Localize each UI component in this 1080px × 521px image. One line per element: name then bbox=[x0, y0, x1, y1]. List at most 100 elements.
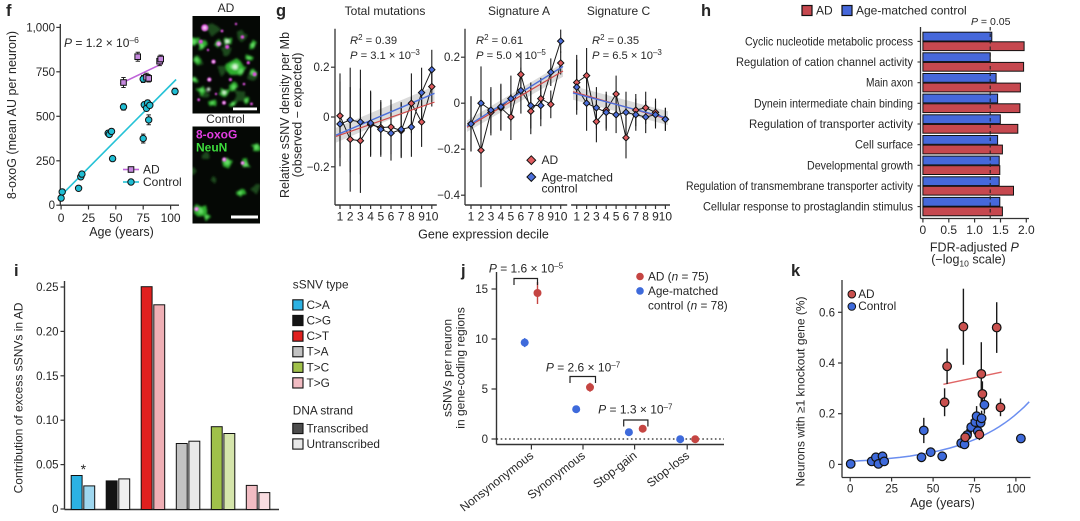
svg-text:100: 100 bbox=[1006, 483, 1025, 495]
svg-text:8-oxoG: 8-oxoG bbox=[196, 128, 237, 142]
svg-text:FDR-adjusted P: FDR-adjusted P bbox=[930, 241, 1020, 255]
svg-text:1.5: 1.5 bbox=[992, 223, 1009, 237]
svg-text:in gene-coding regions: in gene-coding regions bbox=[454, 307, 468, 428]
svg-text:4: 4 bbox=[367, 210, 374, 224]
svg-text:Age-matched control: Age-matched control bbox=[856, 4, 967, 18]
svg-text:NeuN: NeuN bbox=[196, 141, 227, 155]
svg-text:T>G: T>G bbox=[307, 376, 330, 390]
svg-text:7: 7 bbox=[632, 210, 639, 224]
svg-text:*: * bbox=[81, 461, 87, 477]
svg-text:Cyclic nucleotide metabolic pr: Cyclic nucleotide metabolic process bbox=[745, 34, 913, 48]
svg-text:250: 250 bbox=[36, 156, 55, 168]
svg-text:Stop-loss: Stop-loss bbox=[644, 448, 692, 490]
svg-text:3: 3 bbox=[488, 210, 495, 224]
svg-text:2: 2 bbox=[347, 210, 354, 224]
svg-text:f: f bbox=[6, 2, 12, 20]
svg-text:control: control bbox=[542, 182, 578, 196]
svg-text:−0.2: −0.2 bbox=[307, 162, 330, 174]
svg-text:k: k bbox=[791, 262, 801, 280]
svg-text:Contribution of excess sSNVs i: Contribution of excess sSNVs in AD bbox=[12, 302, 26, 493]
svg-text:0.5: 0.5 bbox=[940, 223, 957, 237]
svg-text:Main axon: Main axon bbox=[866, 76, 913, 90]
svg-text:2: 2 bbox=[478, 210, 485, 224]
svg-text:0.2: 0.2 bbox=[314, 62, 330, 74]
svg-text:9: 9 bbox=[547, 210, 554, 224]
svg-text:Age-matched: Age-matched bbox=[542, 170, 613, 184]
svg-text:6: 6 bbox=[388, 210, 395, 224]
svg-text:AD: AD bbox=[858, 287, 874, 301]
svg-text:T>C: T>C bbox=[307, 360, 330, 374]
svg-text:P = 5.0 × 10–5: P = 5.0 × 10–5 bbox=[476, 48, 546, 62]
svg-text:j: j bbox=[460, 262, 466, 280]
svg-text:3: 3 bbox=[593, 210, 600, 224]
svg-text:sSNVs per neuron: sSNVs per neuron bbox=[441, 319, 455, 417]
svg-text:4: 4 bbox=[498, 210, 505, 224]
svg-text:25: 25 bbox=[82, 211, 96, 225]
svg-text:P = 3.1 × 10–3: P = 3.1 × 10–3 bbox=[350, 48, 420, 62]
svg-text:2: 2 bbox=[583, 210, 590, 224]
svg-text:R2 = 0.35: R2 = 0.35 bbox=[592, 33, 639, 47]
svg-text:100: 100 bbox=[161, 211, 181, 225]
svg-text:Regulation of transporter acti: Regulation of transporter activity bbox=[749, 117, 913, 131]
svg-text:750: 750 bbox=[36, 67, 55, 79]
svg-text:7: 7 bbox=[398, 210, 405, 224]
svg-text:0: 0 bbox=[58, 211, 65, 225]
svg-text:8-oxoG (mean AU per neuron): 8-oxoG (mean AU per neuron) bbox=[5, 31, 19, 199]
svg-text:Control: Control bbox=[858, 299, 896, 313]
svg-text:1,000: 1,000 bbox=[26, 22, 55, 34]
svg-text:0: 0 bbox=[829, 459, 835, 471]
svg-text:8: 8 bbox=[642, 210, 649, 224]
svg-text:10: 10 bbox=[554, 210, 568, 224]
svg-text:6: 6 bbox=[623, 210, 630, 224]
svg-text:T>A: T>A bbox=[307, 345, 329, 359]
svg-text:25: 25 bbox=[885, 483, 898, 495]
svg-text:10: 10 bbox=[659, 210, 673, 224]
svg-text:−0.2: −0.2 bbox=[437, 144, 460, 156]
svg-text:Cellular response to prostagla: Cellular response to prostaglandin stimu… bbox=[703, 200, 913, 214]
svg-text:Cell surface: Cell surface bbox=[855, 138, 913, 152]
svg-text:0.25: 0.25 bbox=[36, 282, 58, 294]
svg-text:Age (years): Age (years) bbox=[910, 496, 975, 510]
svg-text:0.10: 0.10 bbox=[36, 415, 58, 427]
svg-text:Gene expression decile: Gene expression decile bbox=[418, 228, 549, 242]
svg-text:Regulation of cation channel a: Regulation of cation channel activity bbox=[736, 55, 913, 69]
svg-text:Control: Control bbox=[206, 112, 245, 126]
svg-text:8: 8 bbox=[537, 210, 544, 224]
svg-text:5: 5 bbox=[482, 384, 488, 396]
svg-text:75: 75 bbox=[137, 211, 151, 225]
svg-text:10: 10 bbox=[425, 210, 439, 224]
svg-text:1: 1 bbox=[468, 210, 475, 224]
svg-text:1: 1 bbox=[573, 210, 580, 224]
svg-text:C>G: C>G bbox=[307, 314, 332, 328]
svg-text:−0.4: −0.4 bbox=[437, 190, 460, 202]
svg-text:Transcribed: Transcribed bbox=[307, 422, 369, 436]
svg-text:(−log10 scale): (−log10 scale) bbox=[931, 253, 1005, 269]
svg-text:0.6: 0.6 bbox=[819, 307, 835, 319]
svg-text:1.0: 1.0 bbox=[966, 223, 983, 237]
svg-text:5: 5 bbox=[377, 210, 384, 224]
svg-text:Signature C: Signature C bbox=[587, 4, 651, 18]
svg-text:sSNV type: sSNV type bbox=[293, 277, 349, 291]
svg-text:9: 9 bbox=[652, 210, 659, 224]
svg-text:Relative sSNV density per Mb: Relative sSNV density per Mb bbox=[278, 32, 292, 198]
svg-text:Age-matched: Age-matched bbox=[648, 284, 718, 298]
svg-text:Untranscribed: Untranscribed bbox=[307, 437, 380, 451]
svg-text:4: 4 bbox=[603, 210, 610, 224]
svg-text:R2 = 0.39: R2 = 0.39 bbox=[350, 33, 397, 47]
svg-text:3: 3 bbox=[357, 210, 364, 224]
svg-text:0.2: 0.2 bbox=[819, 409, 835, 421]
svg-text:75: 75 bbox=[968, 483, 981, 495]
svg-text:0: 0 bbox=[323, 112, 329, 124]
svg-text:Regulation of transmembrane tr: Regulation of transmembrane transporter … bbox=[686, 179, 913, 193]
svg-text:Signature A: Signature A bbox=[488, 4, 550, 18]
svg-text:DNA strand: DNA strand bbox=[293, 404, 353, 418]
svg-text:500: 500 bbox=[36, 111, 55, 123]
svg-text:0.05: 0.05 bbox=[36, 460, 58, 472]
svg-text:Stop-gain: Stop-gain bbox=[590, 448, 639, 491]
svg-text:P = 1.2 × 10–6: P = 1.2 × 10–6 bbox=[64, 35, 139, 50]
svg-text:5: 5 bbox=[508, 210, 515, 224]
svg-text:Nonsynonymous: Nonsynonymous bbox=[457, 448, 536, 514]
svg-text:Control: Control bbox=[143, 175, 182, 189]
svg-text:control (n = 78): control (n = 78) bbox=[648, 299, 728, 313]
svg-text:g: g bbox=[276, 2, 286, 20]
